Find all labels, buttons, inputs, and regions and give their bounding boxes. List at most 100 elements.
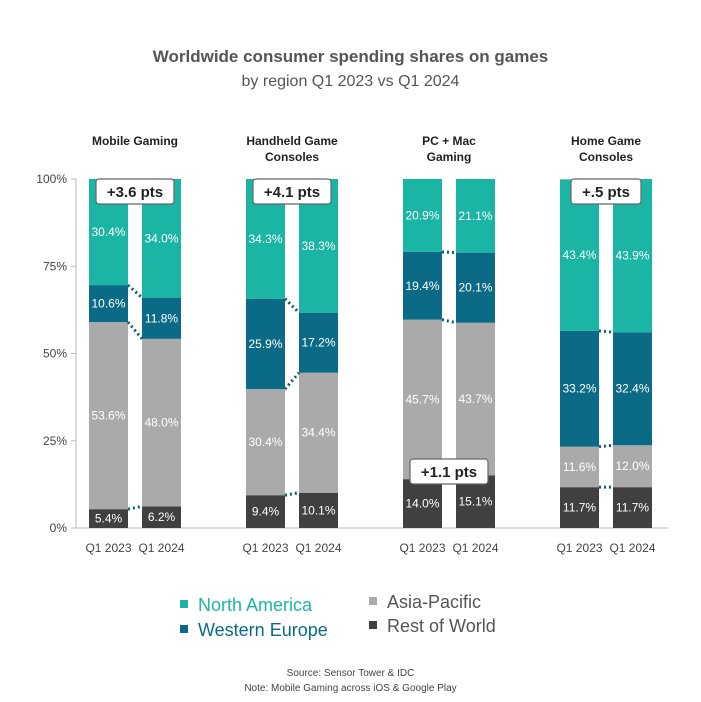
legend-swatch-western-europe: [180, 625, 188, 634]
data-label: 10.1%: [301, 503, 335, 517]
bar-segment-asia-pacific: [89, 322, 128, 510]
x-tick-label: Q1 2023: [556, 541, 602, 555]
note-text: Note: Mobile Gaming across iOS & Google …: [244, 683, 457, 694]
bar-segment-western-europe: [613, 332, 652, 446]
callout-text: +.5 pts: [582, 184, 630, 201]
data-label: 30.4%: [248, 435, 282, 449]
data-label: 33.2%: [562, 382, 596, 396]
chart-subtitle: by region Q1 2023 vs Q1 2024: [241, 73, 460, 90]
connector-line: [126, 283, 144, 299]
x-tick-label: Q1 2024: [138, 541, 184, 555]
data-label: 30.4%: [91, 225, 125, 239]
data-label: 10.6%: [91, 297, 125, 311]
bar-segment-asia-pacific: [299, 372, 338, 493]
bar-segment-rest-of-world: [142, 506, 181, 528]
y-tick-label: 100%: [36, 172, 67, 186]
y-tick-label: 75%: [43, 259, 67, 273]
data-label: 53.6%: [91, 409, 125, 423]
callout-text: +4.1 pts: [264, 184, 320, 201]
bar-segment-asia-pacific: [246, 389, 285, 496]
callout-box: [409, 458, 489, 485]
data-label: 20.1%: [458, 281, 492, 295]
data-label: 19.4%: [405, 279, 439, 293]
legend-item-asia-pacific: Asia-Pacific: [369, 592, 481, 613]
group-title: Home Game: [571, 134, 641, 148]
bar-segment-western-europe: [246, 298, 285, 390]
group-title: Mobile Gaming: [92, 134, 178, 148]
y-tick-label: 50%: [43, 347, 67, 361]
y-tick-label: 25%: [43, 434, 67, 448]
legend-swatch-north-america: [180, 600, 188, 609]
connector-line: [127, 504, 143, 511]
connector-line: [441, 250, 457, 255]
callout-box: [252, 178, 332, 205]
data-label: 25.9%: [248, 337, 282, 351]
bar-segment-asia-pacific: [456, 322, 495, 476]
legend-label: Asia-Pacific: [387, 592, 482, 612]
bar-segment-rest-of-world: [560, 487, 599, 528]
group-title: PC + Mac: [422, 134, 476, 148]
connector-line: [598, 329, 614, 334]
data-label: 5.4%: [95, 512, 123, 526]
bar-segment-asia-pacific: [613, 445, 652, 488]
group-title: Consoles: [579, 150, 633, 164]
bar-segment-asia-pacific: [142, 338, 181, 507]
data-label: 43.4%: [562, 248, 596, 262]
data-label: 9.4%: [252, 505, 280, 519]
legend-label: Western Europe: [198, 620, 328, 640]
legend-item-western-europe: Western Europe: [180, 620, 328, 641]
callout-box: [570, 178, 642, 205]
x-tick-label: Q1 2024: [452, 541, 498, 555]
bar-segment-western-europe: [89, 285, 128, 323]
data-label: 21.1%: [458, 209, 492, 223]
legend-swatch-asia-pacific: [369, 597, 377, 606]
data-label: 34.3%: [248, 232, 282, 246]
data-label: 48.0%: [144, 416, 178, 430]
data-label: 32.4%: [615, 382, 649, 396]
connector-line: [126, 321, 144, 340]
data-label: 11.7%: [616, 501, 649, 515]
data-label: 20.9%: [405, 208, 439, 222]
legend-swatch-rest-of-world: [369, 621, 377, 630]
x-tick-label: Q1 2024: [609, 541, 655, 555]
stacked-bar-chart: 0% 25% 50% 75% 100% Mobile Gaming 5.4% 53.6% 10.…: [36, 134, 668, 555]
bar-segment-rest-of-world: [89, 509, 128, 528]
bar-segment-western-europe: [299, 312, 338, 373]
group-title: Consoles: [265, 150, 319, 164]
x-tick-label: Q1 2023: [242, 541, 288, 555]
bar-segment-rest-of-world: [613, 487, 652, 528]
data-label: 34.4%: [301, 426, 335, 440]
callout-box: [95, 178, 175, 205]
legend-item-rest-of-world: Rest of World: [369, 616, 496, 637]
y-tick-label: 0%: [50, 521, 68, 535]
bar-segment-north-america: [456, 179, 495, 253]
connector-line: [283, 297, 301, 314]
source-text: Source: Sensor Tower & IDC: [286, 668, 415, 679]
data-label: 34.0%: [144, 231, 178, 245]
data-label: 45.7%: [405, 392, 439, 406]
bar-segment-western-europe: [142, 297, 181, 339]
data-label: 43.7%: [458, 392, 492, 406]
source-note: Source: Sensor Tower & IDC Note: Mobile …: [0, 666, 701, 696]
callout-text: +3.6 pts: [107, 184, 163, 201]
callout-text: +1.1 pts: [421, 464, 477, 481]
x-tick-label: Q1 2024: [295, 541, 341, 555]
data-label: 14.0%: [405, 497, 439, 511]
data-label: 11.8%: [145, 311, 178, 325]
bar-segment-rest-of-world: [299, 492, 338, 528]
group-title: Handheld Game: [246, 134, 338, 148]
legend-label: Rest of World: [387, 616, 496, 636]
legend-item-north-america: North America: [180, 595, 312, 616]
bar-segment-north-america: [403, 179, 442, 252]
bar-segment-asia-pacific: [560, 446, 599, 488]
bar-segment-western-europe: [456, 252, 495, 323]
chart-title: Worldwide consumer spending shares on ga…: [152, 47, 549, 66]
bar-segment-asia-pacific: [403, 319, 442, 480]
legend: North America Western Europe Asia-Pacifi…: [180, 592, 540, 642]
group-title: Gaming: [427, 150, 472, 164]
connector-line: [283, 371, 301, 391]
data-label: 6.2%: [148, 510, 176, 524]
data-label: 43.9%: [615, 249, 649, 263]
data-label: 11.6%: [563, 460, 596, 474]
connector-line: [284, 491, 300, 497]
